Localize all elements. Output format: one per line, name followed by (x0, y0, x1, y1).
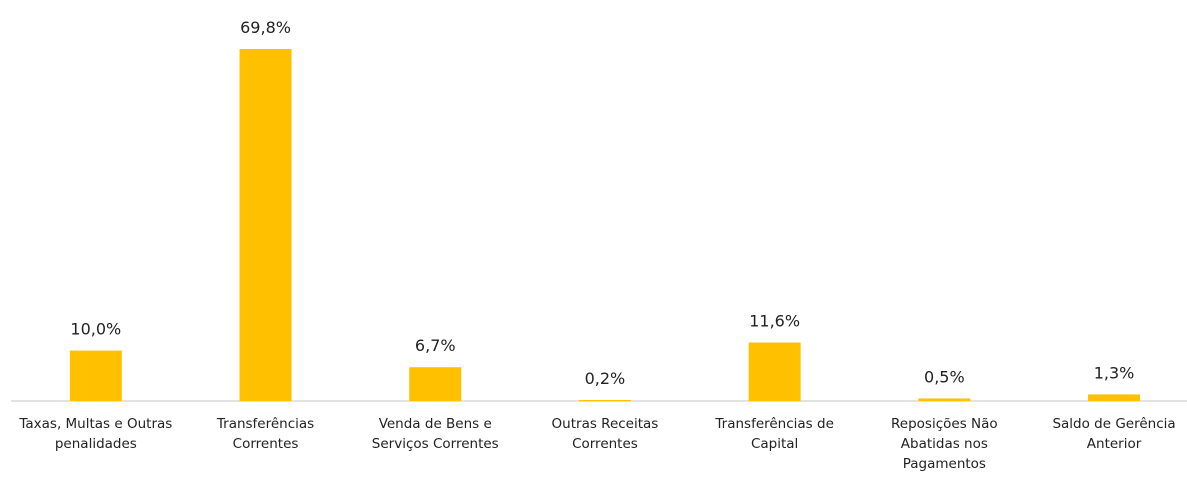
value-label: 6,7% (415, 336, 456, 355)
value-label: 0,2% (585, 369, 626, 388)
value-label: 11,6% (749, 312, 800, 331)
value-label: 1,3% (1094, 363, 1135, 382)
bar (578, 399, 631, 401)
x-tick-label: Transferências de Capital (715, 416, 834, 452)
x-tick-label: Transferências Correntes (216, 416, 315, 452)
bar (409, 367, 462, 401)
value-label: 0,5% (924, 367, 965, 386)
bar (239, 49, 292, 401)
x-tick-label: Saldo de Gerência Anterior (1052, 416, 1176, 452)
value-label: 10,0% (70, 320, 121, 339)
x-tick-label: Taxas, Multas e Outras penalidades (19, 416, 173, 452)
bar (918, 398, 971, 401)
x-tick-label: Venda de Bens e Serviços Correntes (371, 416, 499, 452)
bar (748, 342, 801, 401)
value-label: 69,8% (240, 18, 291, 37)
bar (1088, 394, 1141, 401)
x-tick-label: Reposições Não Abatidas nos Pagamentos (891, 416, 998, 472)
bar (69, 350, 122, 401)
x-tick-label: Outras Receitas Correntes (551, 416, 659, 452)
